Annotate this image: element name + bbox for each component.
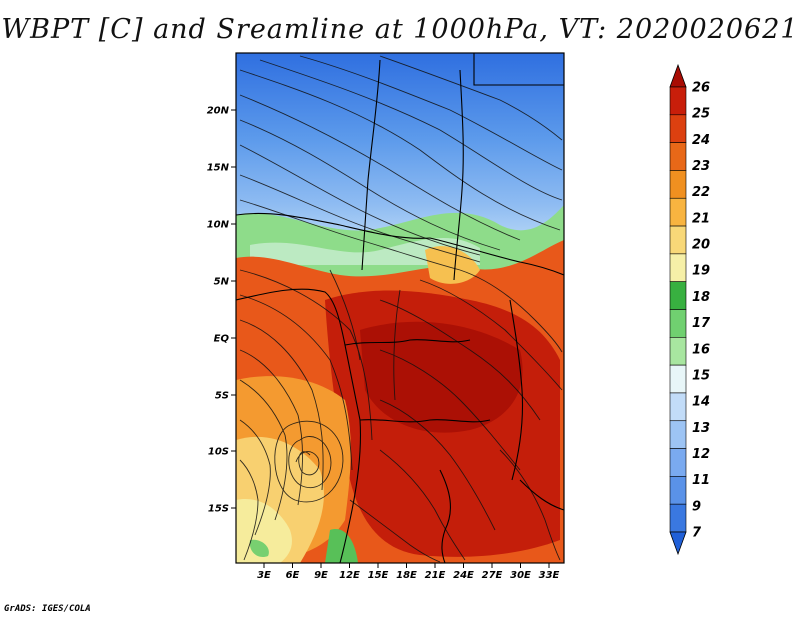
map-frame [235, 52, 565, 564]
colorbar-label: 15 [692, 368, 710, 383]
colorbar-swatch [669, 503, 687, 533]
colorbar-label: 23 [692, 159, 710, 174]
lon-tick-label: 18E [396, 570, 417, 581]
colorbar-swatch [669, 253, 687, 282]
lon-tick-label: 9E [314, 570, 328, 581]
lat-tick-label: 15N [207, 163, 230, 174]
colorbar-swatch [669, 142, 687, 171]
colorbar-swatch [669, 337, 687, 366]
colorbar-label: 26 [692, 81, 710, 96]
colorbar-swatch [669, 448, 687, 477]
lat-tick-label: 10N [207, 220, 230, 231]
colorbar-label: 11 [692, 473, 710, 488]
credit-text: GrADS: IGES/COLA [4, 604, 91, 614]
colorbar-label: 12 [692, 447, 710, 462]
lon-tick-label: 3E [257, 570, 271, 581]
colorbar-swatch [669, 309, 687, 338]
colorbar-label: 13 [692, 421, 710, 436]
colorbar-label: 18 [692, 290, 710, 305]
colorbar-label: 24 [692, 133, 710, 148]
map-field [236, 53, 564, 563]
lat-tick-label: 20N [207, 106, 230, 117]
colorbar-top-arrow [669, 63, 687, 88]
country-borders [236, 53, 564, 563]
lon-tick-label: 30E [510, 570, 531, 581]
colorbar-label: 7 [692, 526, 702, 541]
colorbar-swatch [669, 281, 687, 310]
colorbar-swatch [669, 225, 687, 255]
colorbar-swatch [669, 392, 687, 422]
lon-tick-label: 27E [482, 570, 503, 581]
colorbar-swatch [669, 86, 687, 116]
colorbar: 26 25 24 23 22 21 20 19 18 17 16 15 14 13 12 11 9 7 [669, 63, 711, 556]
colorbar-label: 16 [692, 342, 710, 357]
colorbar-swatch [669, 476, 687, 505]
colorbar-swatch [669, 114, 687, 143]
lon-tick-label: 6E [286, 570, 300, 581]
lon-tick-label: 24E [453, 570, 474, 581]
colorbar-swatch [669, 364, 687, 394]
lon-tick-label: 21E [425, 570, 446, 581]
colorbar-label: 22 [692, 185, 710, 200]
colorbar-swatch [669, 420, 687, 449]
colorbar-bottom-arrow [669, 531, 687, 556]
map-axes: 20N 15N 10N 5N EQ 5S 10S 15S 3E 6E 9E 12E 15E 18E 21E 2… [207, 106, 560, 582]
colorbar-label: 25 [692, 107, 710, 122]
colorbar-label: 14 [692, 395, 710, 410]
colorbar-label: 9 [692, 499, 701, 514]
lat-tick-label: 5N [214, 277, 230, 288]
lon-tick-label: 12E [339, 570, 360, 581]
lat-tick-label: EQ [214, 334, 230, 345]
colorbar-swatch [669, 197, 687, 227]
colorbar-swatch [669, 170, 687, 199]
colorbar-label: 19 [692, 264, 710, 279]
colorbar-label: 17 [692, 316, 711, 331]
lat-tick-label: 5S [215, 391, 229, 402]
lat-tick-label: 10S [208, 447, 229, 458]
lon-tick-label: 33E [539, 570, 560, 581]
lon-tick-label: 15E [368, 570, 389, 581]
lat-tick-label: 15S [208, 504, 229, 515]
colorbar-label: 20 [692, 238, 710, 253]
colorbar-label: 21 [692, 211, 710, 226]
chart-title: WBPT [C] and Sreamline at 1000hPa, VT: 2… [1, 14, 799, 45]
